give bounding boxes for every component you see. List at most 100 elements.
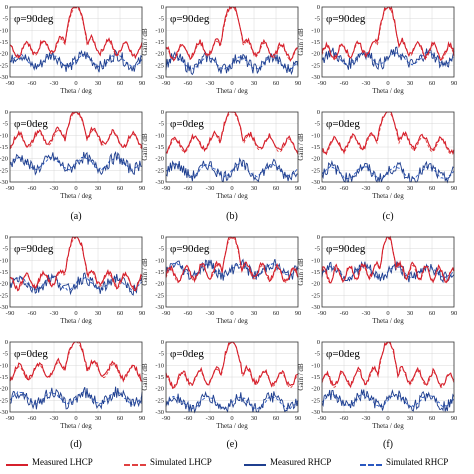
phi-annotation: φ=0deg	[14, 348, 48, 360]
panel-b-phi90: -90 -60 -30 0 30 60 900-5-10-15-20-25-30Theta …	[141, 4, 301, 95]
panel-e-phi0: -90 -60 -30 0 30 60 900-5-10-15-20-25-30Theta …	[141, 339, 301, 450]
panel-caption: (d)	[70, 439, 82, 450]
x-axis-label: Theta / deg	[216, 422, 248, 430]
phi-annotation: φ=90deg	[14, 243, 54, 255]
y-tick-label: -30	[311, 179, 320, 186]
y-tick-label: 0	[5, 339, 8, 346]
x-tick-label: -60	[340, 415, 349, 422]
x-tick-label: -90	[162, 80, 171, 87]
phi-annotation: φ=0deg	[170, 118, 204, 130]
y-tick-label: -5	[3, 16, 8, 23]
x-axis-label: Theta / deg	[372, 317, 404, 325]
legend-label-simulated-lhcp: Simulated LHCP	[150, 457, 212, 467]
y-tick-label: -15	[155, 144, 164, 151]
y-tick-label: -5	[3, 121, 8, 128]
series-measured-lhcp	[10, 6, 143, 60]
x-tick-label: 0	[386, 310, 389, 317]
x-tick-label: -90	[162, 185, 171, 192]
series-measured-rhcp	[165, 258, 299, 281]
x-tick-label: 30	[407, 415, 414, 422]
panel-c-phi0: -90 -60 -30 0 30 60 900-5-10-15-20-25-30Theta …	[297, 109, 457, 222]
y-tick-label: -15	[0, 144, 8, 151]
x-tick-label: 60	[429, 415, 436, 422]
y-tick-label: -10	[0, 132, 8, 139]
y-tick-label: -10	[0, 362, 8, 369]
x-tick-label: 30	[251, 310, 258, 317]
y-tick-label: -25	[155, 62, 164, 69]
panel-caption: (a)	[70, 211, 81, 222]
plot-frame	[9, 111, 143, 183]
phi-annotation: φ=90deg	[14, 13, 54, 25]
y-tick-label: -15	[0, 39, 8, 46]
y-tick-label: 0	[317, 4, 320, 11]
plot-frame	[321, 6, 455, 78]
y-tick-label: -10	[155, 257, 164, 264]
plot-frame	[165, 341, 299, 413]
x-tick-label: 90	[451, 310, 458, 317]
y-tick-label: -25	[155, 292, 164, 299]
legend-swatch-simulated-rhcp	[360, 464, 382, 466]
series-simulated-lhcp	[165, 236, 299, 283]
x-tick-label: -90	[6, 310, 15, 317]
series-simulated-rhcp	[165, 55, 299, 71]
series-measured-rhcp	[321, 46, 455, 70]
x-tick-label: -30	[50, 415, 59, 422]
y-tick-label: -25	[0, 397, 8, 404]
y-tick-label: 0	[161, 109, 164, 116]
plot-frame	[165, 111, 299, 183]
y-tick-label: -15	[155, 269, 164, 276]
plot-frame	[165, 6, 299, 78]
legend-swatch-measured-rhcp	[244, 464, 266, 466]
y-tick-label: -10	[155, 362, 164, 369]
x-tick-label: -90	[6, 185, 15, 192]
x-tick-label: 30	[407, 80, 414, 87]
x-tick-label: 90	[295, 310, 302, 317]
y-tick-label: -10	[311, 27, 320, 34]
series-simulated-rhcp	[9, 390, 143, 406]
y-tick-label: -25	[0, 167, 8, 174]
x-axis-label: Theta / deg	[216, 87, 248, 95]
legend-label-simulated-rhcp: Simulated RHCP	[386, 457, 449, 467]
x-tick-label: 30	[95, 310, 102, 317]
x-tick-label: 0	[230, 185, 233, 192]
y-tick-label: -5	[315, 121, 320, 128]
y-tick-label: -5	[159, 121, 164, 128]
legend-swatch-measured-lhcp	[6, 464, 28, 466]
y-tick-label: -30	[311, 409, 320, 416]
x-tick-label: -60	[28, 185, 37, 192]
y-tick-label: -25	[0, 62, 8, 69]
y-tick-label: -10	[311, 257, 320, 264]
y-tick-label: 0	[161, 339, 164, 346]
x-tick-label: 30	[251, 415, 258, 422]
plot-frame	[321, 341, 455, 413]
phi-annotation: φ=0deg	[14, 118, 48, 130]
y-tick-label: -15	[311, 374, 320, 381]
plot-frame	[9, 236, 143, 308]
y-tick-label: -15	[311, 144, 320, 151]
y-tick-label: -20	[0, 51, 8, 58]
x-tick-label: -60	[184, 310, 193, 317]
y-tick-label: -5	[159, 16, 164, 23]
x-tick-label: 0	[230, 310, 233, 317]
series-measured-rhcp	[321, 260, 455, 284]
x-tick-label: 90	[295, 80, 302, 87]
y-tick-label: -25	[155, 397, 164, 404]
x-tick-label: 90	[139, 80, 146, 87]
y-tick-label: -5	[3, 246, 8, 253]
y-tick-label: -15	[155, 39, 164, 46]
x-tick-label: 60	[273, 80, 280, 87]
x-tick-label: -60	[184, 80, 193, 87]
x-tick-label: 0	[74, 80, 77, 87]
panel-caption: (b)	[226, 211, 238, 222]
legend-label-measured-lhcp: Measured LHCP	[32, 457, 93, 467]
x-tick-label: -30	[362, 185, 371, 192]
y-tick-label: -25	[0, 292, 8, 299]
panel-d-phi90: -90 -60 -30 0 30 60 900-5-10-15-20-25-30Theta …	[0, 234, 145, 325]
x-tick-label: -30	[206, 415, 215, 422]
x-tick-label: 30	[95, 415, 102, 422]
x-tick-label: -60	[184, 185, 193, 192]
y-tick-label: -20	[155, 51, 164, 58]
panel-e-phi90: -90 -60 -30 0 30 60 900-5-10-15-20-25-30Theta …	[141, 234, 301, 325]
series-measured-rhcp	[321, 388, 455, 412]
x-axis-label: Theta / deg	[216, 317, 248, 325]
